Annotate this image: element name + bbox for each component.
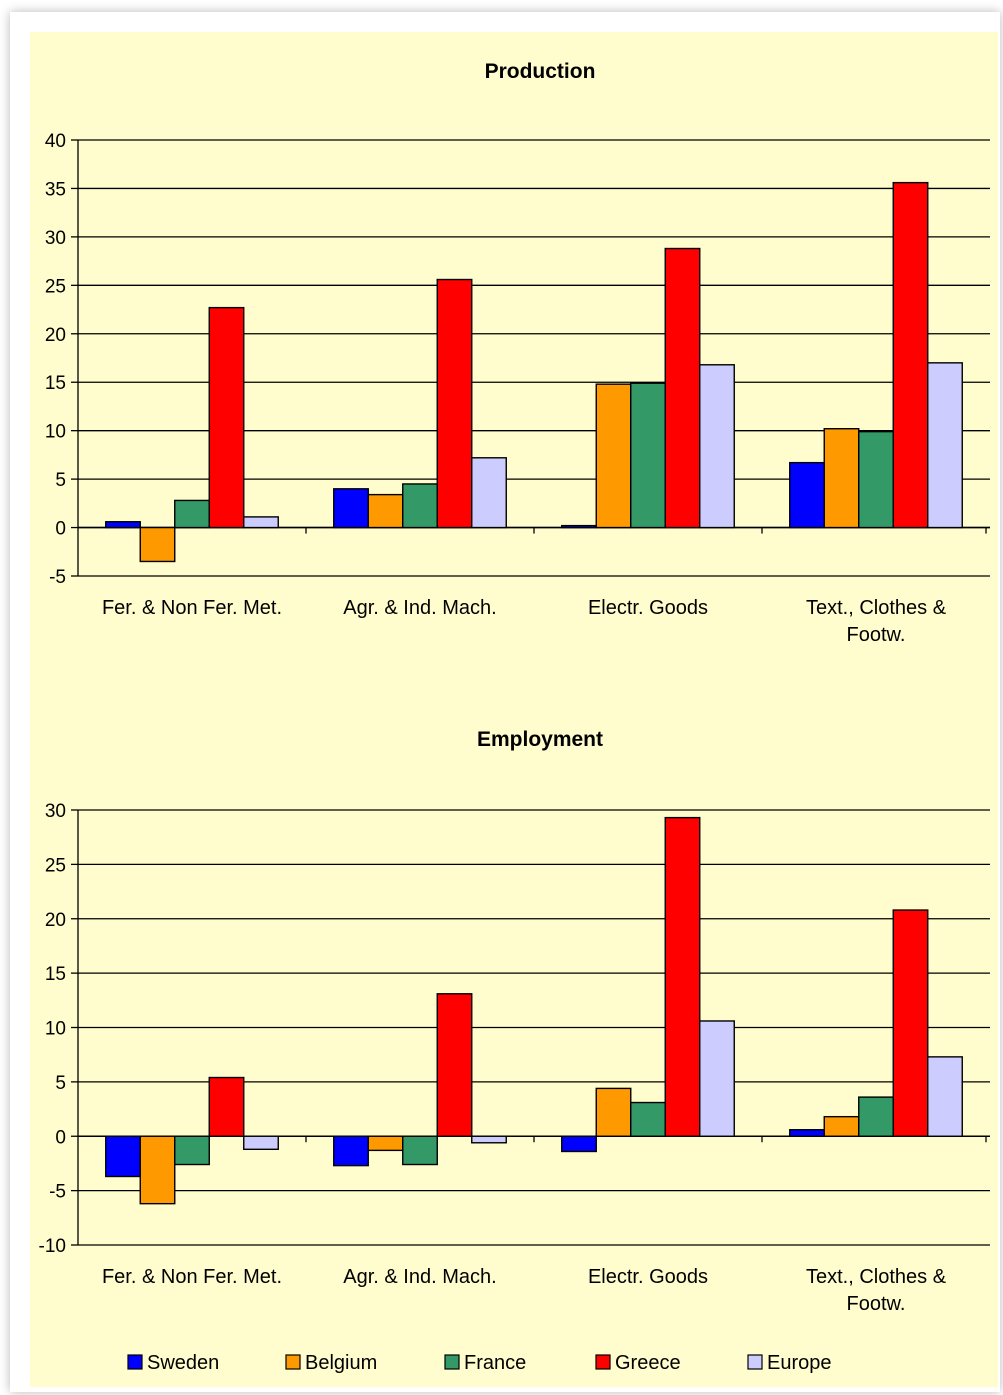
bar-belgium <box>595 383 632 529</box>
y-tick-label: -5 <box>49 567 66 588</box>
category-label: Electr. Goods <box>588 597 708 619</box>
legend-swatch-belgium <box>285 1354 301 1370</box>
y-tick-label: 30 <box>45 801 66 822</box>
y-tick-label: 25 <box>45 855 66 876</box>
y-tick-label: 15 <box>45 373 66 394</box>
legend-label: Sweden <box>147 1352 219 1374</box>
y-tick-label: 0 <box>55 1127 66 1148</box>
legend-label: Europe <box>767 1352 832 1374</box>
legend-swatch-sweden <box>127 1354 143 1370</box>
bar-sweden <box>105 521 141 529</box>
bar-sweden <box>105 1135 141 1178</box>
category-label: Text., Clothes & <box>806 597 947 619</box>
bar-greece <box>208 306 245 529</box>
bar-sweden <box>333 488 369 529</box>
y-tick-label: 5 <box>55 1073 66 1094</box>
category-label: Agr. & Ind. Mach. <box>343 1266 496 1288</box>
bar-belgium <box>823 428 860 529</box>
bar-france <box>402 483 438 529</box>
bar-france <box>630 1101 666 1137</box>
y-tick-label: 35 <box>45 179 66 200</box>
y-tick-label: 20 <box>45 325 66 346</box>
bar-europe <box>471 1135 507 1144</box>
chart-2: Employment -10 -5 0 5 10 15 20 25 30 Fer. & Non Fe… <box>39 728 990 1315</box>
bar-europe <box>243 1135 279 1151</box>
bar-belgium <box>595 1087 632 1137</box>
legend-swatch-greece <box>595 1354 611 1370</box>
bar-europe <box>471 457 507 529</box>
y-tick-label: 10 <box>45 422 66 443</box>
bar-belgium <box>139 526 176 563</box>
bar-europe <box>699 364 735 529</box>
y-tick-label: 20 <box>45 910 66 931</box>
bar-europe <box>699 1020 735 1137</box>
bar-sweden <box>789 1129 825 1137</box>
bar-belgium <box>367 1135 404 1152</box>
legend-swatch-france <box>444 1354 460 1370</box>
y-tick-label: 15 <box>45 964 66 985</box>
bar-greece <box>892 909 929 1137</box>
bar-sweden <box>561 1135 597 1153</box>
bar-france <box>858 430 894 529</box>
bar-greece <box>664 816 701 1137</box>
bar-sweden <box>789 461 825 529</box>
bar-sweden <box>561 524 597 529</box>
legend: Sweden Belgium France Greece Europe <box>127 1352 832 1374</box>
chart-title: Employment <box>477 728 603 751</box>
bar-france <box>174 1135 210 1166</box>
bar-france <box>402 1135 438 1166</box>
bar-france <box>174 499 210 529</box>
chart-title: Production <box>485 60 596 83</box>
y-tick-label: 10 <box>45 1019 66 1040</box>
legend-label: Greece <box>615 1352 681 1374</box>
category-label: Fer. & Non Fer. Met. <box>102 597 282 619</box>
legend-label: France <box>464 1352 526 1374</box>
category-label: Footw. <box>847 624 906 646</box>
chart-1: Production -5 0 5 10 15 20 25 30 35 40 Fer. & Non F… <box>45 60 990 646</box>
bar-belgium <box>367 493 404 529</box>
bar-greece <box>664 247 701 529</box>
category-label: Electr. Goods <box>588 1266 708 1288</box>
bar-greece <box>208 1076 245 1137</box>
bar-belgium <box>823 1115 860 1137</box>
bar-greece <box>892 181 929 529</box>
category-label: Footw. <box>847 1293 906 1315</box>
category-label: Fer. & Non Fer. Met. <box>102 1266 282 1288</box>
bar-sweden <box>333 1135 369 1167</box>
y-tick-label: 0 <box>55 519 66 540</box>
y-tick-label: 5 <box>55 470 66 491</box>
legend-swatch-europe <box>747 1354 763 1370</box>
bar-france <box>630 382 666 529</box>
bar-belgium <box>139 1135 176 1205</box>
y-tick-label: 40 <box>45 131 66 152</box>
bar-france <box>858 1096 894 1137</box>
bar-europe <box>927 1056 963 1137</box>
category-label: Text., Clothes & <box>806 1266 947 1288</box>
category-label: Agr. & Ind. Mach. <box>343 597 496 619</box>
bar-europe <box>927 362 963 529</box>
y-tick-label: -5 <box>49 1182 66 1203</box>
y-tick-label: -10 <box>39 1236 66 1257</box>
legend-label: Belgium <box>305 1352 377 1374</box>
bar-europe <box>243 516 279 529</box>
bar-greece <box>436 993 473 1137</box>
y-tick-label: 25 <box>45 276 66 297</box>
y-tick-label: 30 <box>45 228 66 249</box>
bar-greece <box>436 278 473 529</box>
